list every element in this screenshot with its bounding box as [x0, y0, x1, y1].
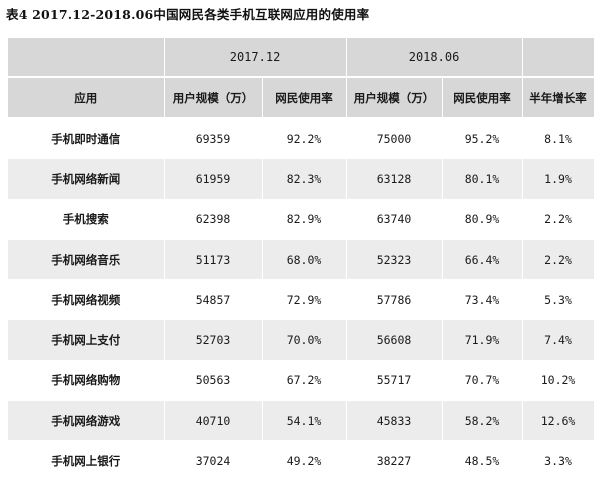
table-row: 手机网络购物 50563 67.2% 55717 70.7% 10.2% [8, 360, 595, 402]
table-row: 手机网上银行 37024 49.2% 38227 48.5% 3.3% [8, 440, 595, 482]
cell-app: 手机网络游戏 [8, 400, 165, 442]
cell-growth: 1.9% [522, 158, 595, 200]
cell-rate-2017: 82.9% [262, 199, 347, 240]
table-caption: 表4 2017.12-2018.06中国网民各类手机互联网应用的使用率 [6, 7, 370, 22]
col-header-users-2017: 用户规模（万） [164, 77, 263, 119]
cell-rate-2018: 66.4% [442, 239, 523, 281]
cell-users-2018: 57786 [346, 279, 443, 321]
cell-app: 手机网络购物 [8, 360, 165, 402]
group-header-2017-12: 2017.12 [164, 38, 347, 78]
table-row: 手机搜索 62398 82.9% 63740 80.9% 2.2% [8, 199, 595, 240]
column-header-row: 应用 用户规模（万） 网民使用率 用户规模（万） 网民使用率 半年增长率 [8, 77, 595, 119]
cell-app: 手机网上支付 [8, 319, 165, 361]
cell-users-2017: 62398 [164, 199, 263, 240]
cell-rate-2018: 80.1% [442, 158, 523, 200]
cell-users-2017: 61959 [164, 158, 263, 200]
table-row: 手机网络游戏 40710 54.1% 45833 58.2% 12.6% [8, 400, 595, 442]
cell-app: 手机即时通信 [8, 118, 165, 160]
cell-growth: 5.3% [522, 279, 595, 321]
cell-users-2018: 56608 [346, 319, 443, 361]
cell-rate-2018: 58.2% [442, 400, 523, 442]
usage-table: 2017.12 2018.06 应用 用户规模（万） 网民使用率 用户规模（万）… [8, 38, 595, 482]
table-row: 手机网上支付 52703 70.0% 56608 71.9% 7.4% [8, 319, 595, 361]
table-row: 手机网络音乐 51173 68.0% 52323 66.4% 2.2% [8, 239, 595, 281]
cell-rate-2017: 68.0% [262, 239, 347, 281]
cell-rate-2018: 80.9% [442, 199, 523, 240]
col-header-users-2018: 用户规模（万） [346, 77, 443, 119]
cell-rate-2017: 92.2% [262, 118, 347, 160]
cell-app: 手机网上银行 [8, 440, 165, 482]
col-header-rate-2018: 网民使用率 [442, 77, 523, 119]
cell-users-2018: 55717 [346, 360, 443, 402]
cell-users-2018: 63740 [346, 199, 443, 240]
col-header-rate-2017: 网民使用率 [262, 77, 347, 119]
cell-users-2017: 50563 [164, 360, 263, 402]
cell-users-2018: 45833 [346, 400, 443, 442]
table-body: 手机即时通信 69359 92.2% 75000 95.2% 8.1% 手机网络新闻 6195… [8, 118, 595, 482]
cell-growth: 3.3% [522, 440, 595, 482]
table-row: 手机网络视频 54857 72.9% 57786 73.4% 5.3% [8, 279, 595, 321]
cell-growth: 12.6% [522, 400, 595, 442]
cell-app: 手机网络视频 [8, 279, 165, 321]
cell-rate-2017: 54.1% [262, 400, 347, 442]
cell-rate-2017: 70.0% [262, 319, 347, 361]
cell-users-2018: 38227 [346, 440, 443, 482]
col-header-growth: 半年增长率 [522, 77, 595, 119]
table-row: 手机即时通信 69359 92.2% 75000 95.2% 8.1% [8, 118, 595, 160]
cell-rate-2018: 48.5% [442, 440, 523, 482]
cell-rate-2017: 67.2% [262, 360, 347, 402]
cell-rate-2018: 70.7% [442, 360, 523, 402]
cell-rate-2018: 73.4% [442, 279, 523, 321]
cell-users-2017: 54857 [164, 279, 263, 321]
cell-users-2017: 40710 [164, 400, 263, 442]
cell-app: 手机网络新闻 [8, 158, 165, 200]
cell-rate-2017: 72.9% [262, 279, 347, 321]
cell-users-2017: 37024 [164, 440, 263, 482]
cell-growth: 2.2% [522, 199, 595, 240]
cell-app: 手机网络音乐 [8, 239, 165, 281]
group-header-blank [8, 38, 165, 78]
cell-users-2017: 52703 [164, 319, 263, 361]
cell-users-2017: 69359 [164, 118, 263, 160]
cell-growth: 2.2% [522, 239, 595, 281]
cell-users-2017: 51173 [164, 239, 263, 281]
cell-rate-2018: 71.9% [442, 319, 523, 361]
group-header-2018-06: 2018.06 [346, 38, 523, 78]
cell-rate-2018: 95.2% [442, 118, 523, 160]
cell-growth: 8.1% [522, 118, 595, 160]
cell-users-2018: 52323 [346, 239, 443, 281]
col-header-app: 应用 [8, 77, 165, 119]
cell-rate-2017: 49.2% [262, 440, 347, 482]
table-row: 手机网络新闻 61959 82.3% 63128 80.1% 1.9% [8, 158, 595, 200]
cell-app: 手机搜索 [8, 199, 165, 240]
cell-users-2018: 75000 [346, 118, 443, 160]
cell-growth: 10.2% [522, 360, 595, 402]
cell-users-2018: 63128 [346, 158, 443, 200]
cell-rate-2017: 82.3% [262, 158, 347, 200]
group-header-blank-right [522, 38, 595, 78]
group-header-row: 2017.12 2018.06 [8, 38, 595, 78]
cell-growth: 7.4% [522, 319, 595, 361]
